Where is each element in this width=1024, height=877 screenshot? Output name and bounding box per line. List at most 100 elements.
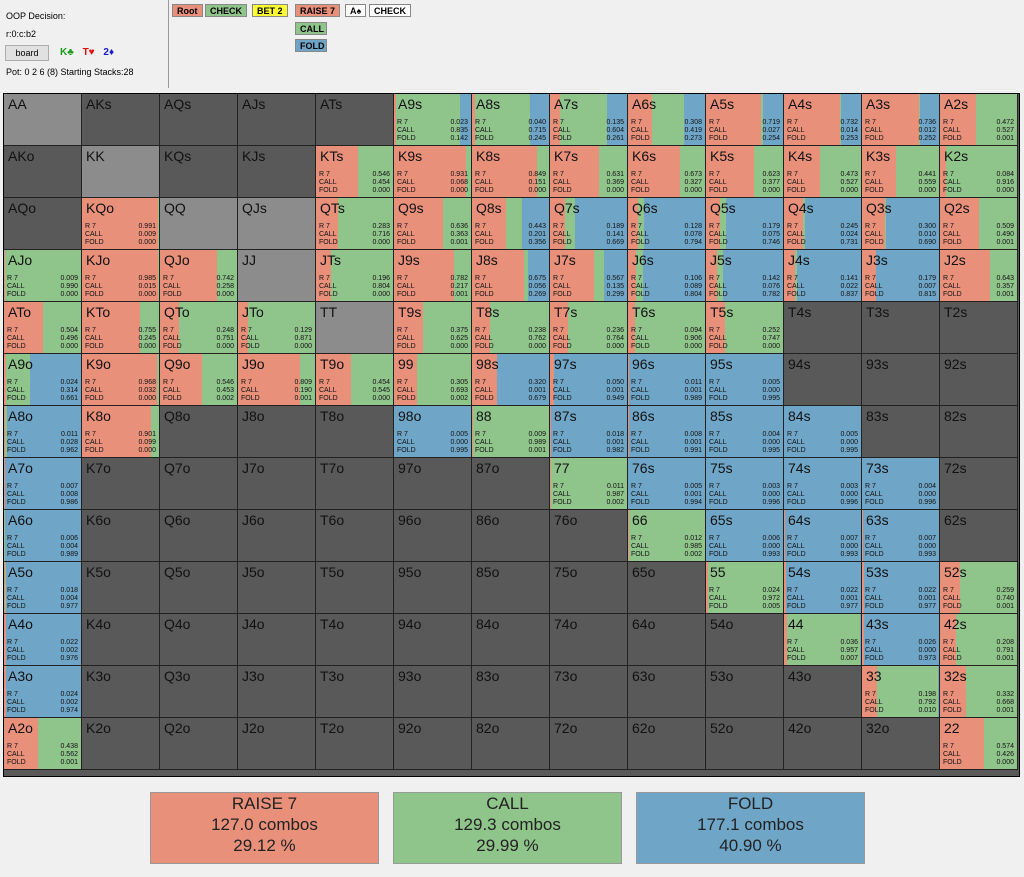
hand-cell[interactable]: 84o — [472, 614, 550, 666]
hand-cell[interactable]: 73o — [550, 666, 628, 718]
hand-cell[interactable]: 42s R 7 0.208 CALL 0.791 FOLD 0.001 — [940, 614, 1018, 666]
hand-cell[interactable]: Q3s R 7 0.300 CALL 0.010 FOLD 0.690 — [862, 198, 940, 250]
hand-cell[interactable]: 74s R 7 0.003 CALL 0.000 FOLD 0.996 — [784, 458, 862, 510]
option-fold-button[interactable]: FOLD — [295, 39, 327, 52]
hand-cell[interactable]: 99 R 7 0.305 CALL 0.693 FOLD 0.002 — [394, 354, 472, 406]
hand-cell[interactable]: K6o — [82, 510, 160, 562]
hand-cell[interactable]: 64s R 7 0.007 CALL 0.000 FOLD 0.993 — [784, 510, 862, 562]
hand-cell[interactable]: J7o — [238, 458, 316, 510]
hand-cell[interactable]: Q3o — [160, 666, 238, 718]
hand-cell[interactable]: QTs R 7 0.283 CALL 0.716 FOLD 0.000 — [316, 198, 394, 250]
hand-cell[interactable]: Q5o — [160, 562, 238, 614]
hand-cell[interactable]: 98s R 7 0.320 CALL 0.001 FOLD 0.679 — [472, 354, 550, 406]
hand-cell[interactable]: J4s R 7 0.141 CALL 0.022 FOLD 0.837 — [784, 250, 862, 302]
hand-cell[interactable]: A5s R 7 0.719 CALL 0.027 FOLD 0.254 — [706, 94, 784, 146]
hand-cell[interactable]: A7s R 7 0.135 CALL 0.604 FOLD 0.261 — [550, 94, 628, 146]
hand-cell[interactable]: KK — [82, 146, 160, 198]
hand-cell[interactable]: KTo R 7 0.755 CALL 0.245 FOLD 0.000 — [82, 302, 160, 354]
hand-cell[interactable]: AQo — [4, 198, 82, 250]
hand-cell[interactable]: 92o — [394, 718, 472, 770]
hand-cell[interactable]: K9o R 7 0.968 CALL 0.032 FOLD 0.000 — [82, 354, 160, 406]
hand-cell[interactable]: 94s — [784, 354, 862, 406]
hand-cell[interactable]: T8s R 7 0.238 CALL 0.762 FOLD 0.000 — [472, 302, 550, 354]
hand-cell[interactable]: 62s — [940, 510, 1018, 562]
hand-cell[interactable]: K8s R 7 0.849 CALL 0.151 FOLD 0.000 — [472, 146, 550, 198]
action-root-button[interactable]: Root — [172, 4, 203, 17]
hand-cell[interactable]: 53o — [706, 666, 784, 718]
hand-cell[interactable]: 62o — [628, 718, 706, 770]
hand-cell[interactable]: 76o — [550, 510, 628, 562]
hand-cell[interactable]: 44 R 7 0.036 CALL 0.957 FOLD 0.007 — [784, 614, 862, 666]
hand-cell[interactable]: J6o — [238, 510, 316, 562]
hand-cell[interactable]: A8s R 7 0.040 CALL 0.715 FOLD 0.245 — [472, 94, 550, 146]
hand-cell[interactable]: Q6o — [160, 510, 238, 562]
hand-cell[interactable]: 53s R 7 0.022 CALL 0.001 FOLD 0.977 — [862, 562, 940, 614]
hand-cell[interactable]: T6o — [316, 510, 394, 562]
hand-cell[interactable]: JJ — [238, 250, 316, 302]
hand-cell[interactable]: 83s — [862, 406, 940, 458]
hand-cell[interactable]: KQo R 7 0.991 CALL 0.009 FOLD 0.000 — [82, 198, 160, 250]
hand-cell[interactable]: T9s R 7 0.375 CALL 0.625 FOLD 0.000 — [394, 302, 472, 354]
hand-cell[interactable]: 52s R 7 0.259 CALL 0.740 FOLD 0.001 — [940, 562, 1018, 614]
hand-cell[interactable]: 87s R 7 0.018 CALL 0.001 FOLD 0.982 — [550, 406, 628, 458]
hand-cell[interactable]: K8o R 7 0.901 CALL 0.099 FOLD 0.000 — [82, 406, 160, 458]
hand-cell[interactable]: 54o — [706, 614, 784, 666]
hand-cell[interactable]: JTo R 7 0.129 CALL 0.871 FOLD 0.000 — [238, 302, 316, 354]
hand-cell[interactable]: A2o R 7 0.438 CALL 0.562 FOLD 0.001 — [4, 718, 82, 770]
hand-cell[interactable]: J2o — [238, 718, 316, 770]
hand-cell[interactable]: J8s R 7 0.675 CALL 0.056 FOLD 0.269 — [472, 250, 550, 302]
hand-cell[interactable]: ATs — [316, 94, 394, 146]
hand-cell[interactable]: KJo R 7 0.985 CALL 0.015 FOLD 0.000 — [82, 250, 160, 302]
hand-cell[interactable]: 96o — [394, 510, 472, 562]
hand-cell[interactable]: T7o — [316, 458, 394, 510]
hand-cell[interactable]: J5s R 7 0.142 CALL 0.076 FOLD 0.782 — [706, 250, 784, 302]
action-raise-button[interactable]: RAISE 7 — [295, 4, 341, 17]
hand-cell[interactable]: A8o R 7 0.011 CALL 0.028 FOLD 0.962 — [4, 406, 82, 458]
hand-cell[interactable]: Q2o — [160, 718, 238, 770]
hand-cell[interactable]: 55 R 7 0.024 CALL 0.972 FOLD 0.005 — [706, 562, 784, 614]
hand-cell[interactable]: 32s R 7 0.332 CALL 0.668 FOLD 0.001 — [940, 666, 1018, 718]
hand-cell[interactable]: J9s R 7 0.782 CALL 0.217 FOLD 0.001 — [394, 250, 472, 302]
hand-cell[interactable]: AJo R 7 0.009 CALL 0.990 FOLD 0.000 — [4, 250, 82, 302]
hand-cell[interactable]: T4o — [316, 614, 394, 666]
hand-cell[interactable]: KJs — [238, 146, 316, 198]
hand-cell[interactable]: Q7o — [160, 458, 238, 510]
hand-cell[interactable]: AKo — [4, 146, 82, 198]
hand-cell[interactable]: Q8s R 7 0.443 CALL 0.201 FOLD 0.356 — [472, 198, 550, 250]
hand-cell[interactable]: 85s R 7 0.004 CALL 0.000 FOLD 0.995 — [706, 406, 784, 458]
hand-cell[interactable]: AA — [4, 94, 82, 146]
hand-cell[interactable]: KTs R 7 0.546 CALL 0.454 FOLD 0.000 — [316, 146, 394, 198]
hand-cell[interactable]: J8o — [238, 406, 316, 458]
hand-cell[interactable]: 43o — [784, 666, 862, 718]
hand-cell[interactable]: J4o — [238, 614, 316, 666]
hand-cell[interactable]: T6s R 7 0.094 CALL 0.906 FOLD 0.000 — [628, 302, 706, 354]
hand-cell[interactable]: J7s R 7 0.567 CALL 0.135 FOLD 0.299 — [550, 250, 628, 302]
hand-cell[interactable]: A4s R 7 0.732 CALL 0.014 FOLD 0.253 — [784, 94, 862, 146]
hand-cell[interactable]: 66 R 7 0.012 CALL 0.985 FOLD 0.002 — [628, 510, 706, 562]
hand-cell[interactable]: QTo R 7 0.248 CALL 0.751 FOLD 0.000 — [160, 302, 238, 354]
hand-cell[interactable]: 73s R 7 0.004 CALL 0.000 FOLD 0.996 — [862, 458, 940, 510]
hand-cell[interactable]: Q7s R 7 0.189 CALL 0.141 FOLD 0.669 — [550, 198, 628, 250]
hand-cell[interactable]: 85o — [472, 562, 550, 614]
hand-cell[interactable]: 72s — [940, 458, 1018, 510]
hand-cell[interactable]: A9o R 7 0.024 CALL 0.314 FOLD 0.661 — [4, 354, 82, 406]
hand-cell[interactable]: A9s R 7 0.023 CALL 0.835 FOLD 0.142 — [394, 94, 472, 146]
hand-cell[interactable]: K3s R 7 0.441 CALL 0.559 FOLD 0.000 — [862, 146, 940, 198]
hand-cell[interactable]: 22 R 7 0.574 CALL 0.426 FOLD 0.000 — [940, 718, 1018, 770]
hand-cell[interactable]: J9o R 7 0.809 CALL 0.190 FOLD 0.001 — [238, 354, 316, 406]
action-check-button[interactable]: CHECK — [205, 4, 248, 17]
hand-cell[interactable]: 43s R 7 0.026 CALL 0.000 FOLD 0.973 — [862, 614, 940, 666]
hand-cell[interactable]: 82o — [472, 718, 550, 770]
hand-cell[interactable]: 93s — [862, 354, 940, 406]
hand-cell[interactable]: 65s R 7 0.006 CALL 0.000 FOLD 0.993 — [706, 510, 784, 562]
hand-cell[interactable]: A2s R 7 0.472 CALL 0.527 FOLD 0.001 — [940, 94, 1018, 146]
hand-cell[interactable]: T4s — [784, 302, 862, 354]
hand-cell[interactable]: Q8o — [160, 406, 238, 458]
hand-cell[interactable]: T2o — [316, 718, 394, 770]
hand-cell[interactable]: 82s — [940, 406, 1018, 458]
action-check2-button[interactable]: CHECK — [369, 4, 412, 17]
hand-cell[interactable]: KQs — [160, 146, 238, 198]
hand-cell[interactable]: 86s R 7 0.008 CALL 0.001 FOLD 0.991 — [628, 406, 706, 458]
hand-cell[interactable]: 65o — [628, 562, 706, 614]
hand-cell[interactable]: 94o — [394, 614, 472, 666]
